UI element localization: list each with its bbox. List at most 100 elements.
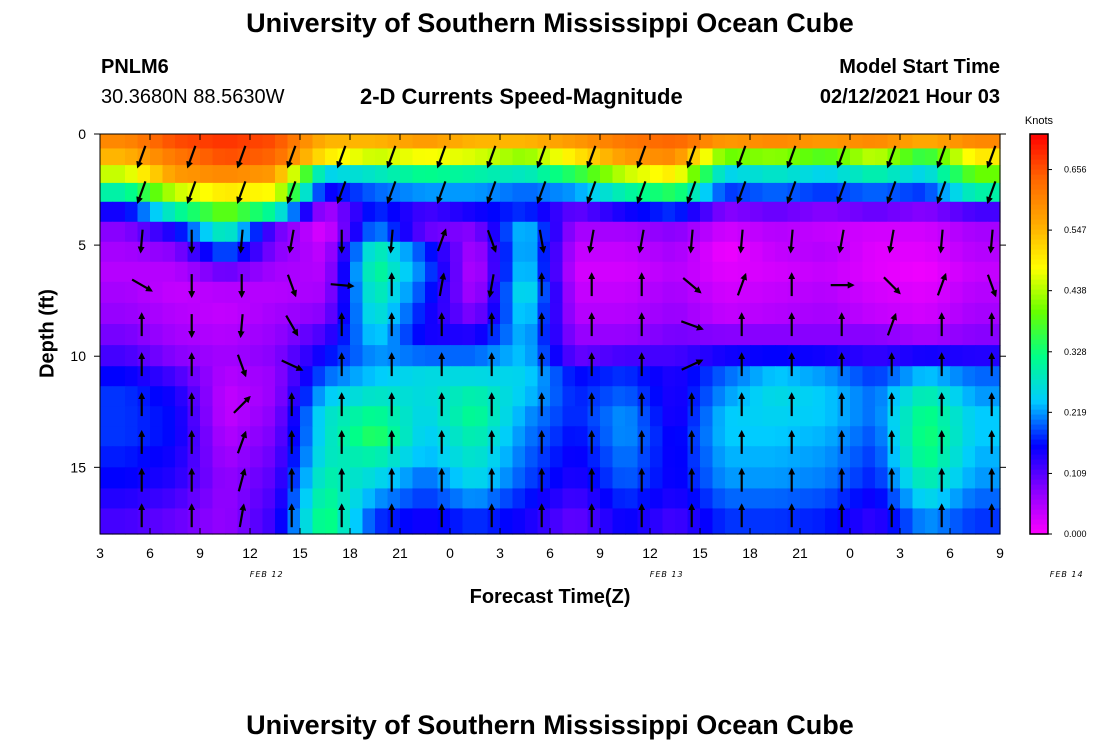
heatmap-cell — [737, 426, 751, 447]
heatmap-cell — [750, 241, 764, 263]
colorbar-segment — [1030, 284, 1048, 290]
heatmap-cell — [487, 201, 501, 223]
x-tick-label: 18 — [342, 545, 358, 561]
heatmap-cell — [775, 261, 789, 283]
colorbar-segment — [1030, 419, 1048, 425]
heatmap-cell — [337, 165, 351, 184]
heatmap-cell — [575, 281, 589, 304]
heatmap-cell — [275, 324, 289, 346]
heatmap-cell — [662, 406, 676, 427]
heatmap-cell — [625, 366, 639, 387]
heatmap-cell — [925, 281, 939, 304]
heatmap-cell — [862, 241, 876, 263]
heatmap-cell — [187, 345, 201, 367]
heatmap-cell — [175, 261, 189, 283]
heatmap-cell — [300, 508, 314, 535]
heatmap-cell — [925, 221, 939, 243]
heatmap-cell — [750, 426, 764, 447]
heatmap-cell — [425, 488, 439, 510]
heatmap-cell — [975, 201, 989, 223]
heatmap-cell — [837, 426, 851, 447]
heatmap-cell — [550, 134, 564, 150]
heatmap-cell — [375, 324, 389, 346]
heatmap-cell — [550, 508, 564, 535]
heatmap-cell — [837, 134, 851, 150]
x-tick-label: 9 — [996, 545, 1004, 561]
heatmap-cell — [187, 165, 201, 184]
heatmap-cell — [925, 165, 939, 184]
heatmap-cell — [625, 324, 639, 346]
heatmap-cell — [550, 446, 564, 468]
heatmap-cell — [787, 508, 801, 535]
heatmap-cell — [137, 446, 151, 468]
heatmap-cell — [587, 241, 601, 263]
heatmap-cell — [787, 446, 801, 468]
heatmap-cell — [812, 134, 826, 150]
heatmap-cell — [387, 221, 401, 243]
heatmap-cell — [400, 302, 414, 325]
heatmap-cell — [362, 508, 376, 535]
heatmap-cell — [925, 261, 939, 283]
heatmap-cell — [700, 345, 714, 367]
heatmap-cell — [150, 281, 164, 304]
heatmap-cell — [212, 221, 226, 243]
heatmap-cell — [100, 426, 114, 447]
heatmap-cell — [987, 261, 1001, 283]
station-coords: 30.3680N 88.5630W — [101, 86, 285, 108]
heatmap-cell — [800, 201, 814, 223]
heatmap-cell — [362, 165, 376, 184]
heatmap-cell — [200, 386, 214, 407]
heatmap-cell — [675, 134, 689, 150]
heatmap-cell — [725, 261, 739, 283]
heatmap-cell — [937, 406, 951, 427]
heatmap-cell — [587, 345, 601, 367]
heatmap-cell — [937, 366, 951, 387]
heatmap-cell — [712, 165, 726, 184]
heatmap-cell — [425, 386, 439, 407]
heatmap-cell — [650, 148, 664, 166]
heatmap-cell — [825, 165, 839, 184]
date-label: FEB 14 — [1050, 570, 1084, 579]
heatmap-cell — [437, 508, 451, 535]
heatmap-cell — [575, 508, 589, 535]
current-vector — [136, 181, 147, 204]
colorbar-segment — [1030, 279, 1048, 285]
heatmap-cell — [162, 467, 176, 490]
heatmap-cell — [500, 201, 514, 223]
heatmap-cell — [375, 165, 389, 184]
heatmap-cell — [725, 241, 739, 263]
heatmap-cell — [737, 324, 751, 346]
heatmap-cell — [700, 467, 714, 490]
current-vector — [136, 145, 147, 169]
heatmap-cell — [850, 446, 864, 468]
heatmap-cell — [887, 201, 901, 223]
heatmap-cell — [262, 324, 276, 346]
heatmap-cell — [412, 261, 426, 283]
heatmap-cell — [512, 345, 526, 367]
heatmap-cell — [725, 467, 739, 490]
current-vector — [386, 145, 397, 169]
colorbar-segment — [1030, 434, 1048, 440]
heatmap-cell — [287, 134, 301, 150]
heatmap-cell — [200, 201, 214, 223]
heatmap-cell — [875, 426, 889, 447]
heatmap-cell — [125, 324, 139, 346]
x-tick-label: 3 — [896, 545, 904, 561]
heatmap-cell — [262, 148, 276, 166]
heatmap-cell — [825, 261, 839, 283]
current-vector — [736, 272, 747, 296]
heatmap-cell — [725, 386, 739, 407]
heatmap-cell — [950, 241, 964, 263]
heatmap-cell — [987, 302, 1001, 325]
heatmap-cell — [175, 324, 189, 346]
heatmap-cell — [737, 134, 751, 150]
heatmap-cell — [475, 281, 489, 304]
heatmap-cell — [662, 148, 676, 166]
heatmap-cell — [312, 201, 326, 223]
colorbar-segment — [1030, 484, 1048, 490]
heatmap-cell — [500, 281, 514, 304]
current-vector — [737, 229, 745, 254]
heatmap-cell — [812, 324, 826, 346]
heatmap-cell — [325, 345, 339, 367]
heatmap-cell — [462, 261, 476, 283]
